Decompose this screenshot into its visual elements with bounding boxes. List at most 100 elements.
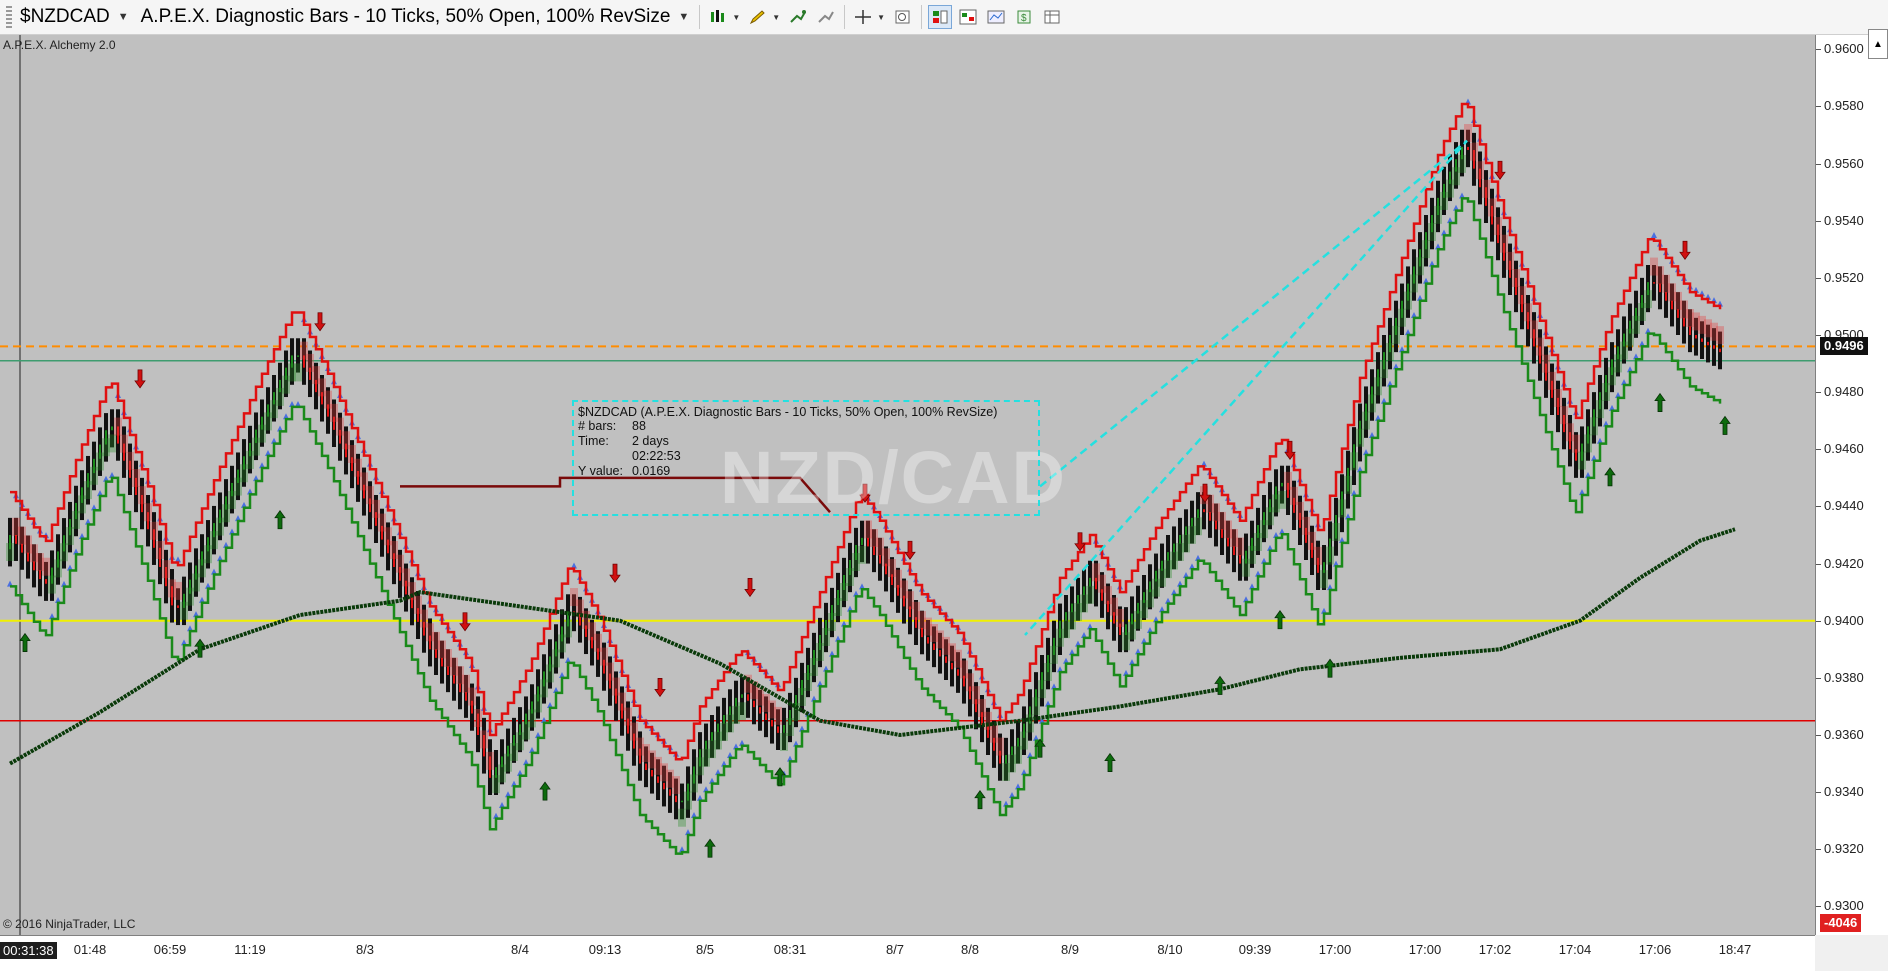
trend-band <box>1104 586 1112 605</box>
bar-body <box>549 656 551 672</box>
trend-band <box>552 649 560 668</box>
chart-panel[interactable]: A.P.E.X. Alchemy 2.0 NZD/CAD $NZDCAD (A.… <box>0 35 1816 935</box>
trend-band <box>1062 620 1070 639</box>
trend-band <box>1572 434 1580 453</box>
trend-band <box>192 573 200 592</box>
bar-style-icon[interactable] <box>706 5 730 29</box>
trend-band <box>1698 315 1706 334</box>
trend-band <box>714 731 722 750</box>
price-chart[interactable] <box>0 35 1815 935</box>
stop-dot <box>259 462 265 469</box>
trend-band <box>180 601 188 620</box>
chevron-down-icon[interactable]: ▼ <box>117 11 129 23</box>
trend-band <box>1686 309 1694 327</box>
trend-band <box>834 598 842 616</box>
sell-arrow-icon <box>459 612 471 632</box>
trend-band <box>1326 546 1334 565</box>
draw-pencil-icon[interactable] <box>746 5 770 29</box>
price-tick-label: 0.9560 <box>1816 155 1864 171</box>
bar-body <box>1293 497 1295 513</box>
trend-band <box>1620 341 1628 360</box>
data-box-icon[interactable] <box>928 5 953 29</box>
trend-band <box>1392 325 1400 344</box>
bar-body <box>87 473 89 488</box>
bar-body <box>333 416 335 430</box>
bar-body <box>855 545 857 560</box>
bar-body <box>483 735 485 757</box>
stop-dot <box>85 518 91 525</box>
stop-dot <box>295 400 301 407</box>
stop-dot <box>1327 584 1333 591</box>
trend-band <box>1020 731 1028 750</box>
bar-body <box>81 487 83 503</box>
time-axis[interactable]: 00:31:38 01:48 06:59 11:19 8/3 8/4 09:13 8/5 08:… <box>0 935 1815 971</box>
bar-body <box>375 512 377 526</box>
stop-dot <box>1399 346 1405 353</box>
trend-band <box>1140 600 1148 619</box>
bar-body <box>759 707 761 714</box>
sell-arrow-icon <box>1284 440 1296 460</box>
trend-band <box>138 486 146 505</box>
trend-band <box>264 412 272 431</box>
instrument-selector[interactable]: $NZDCAD ▼ <box>20 6 141 28</box>
stop-dot <box>229 528 235 535</box>
trend-band <box>1320 570 1328 589</box>
chart-trader-icon[interactable] <box>956 5 980 29</box>
bar-body <box>153 529 155 548</box>
time-tick-label: 08:31 <box>773 942 807 957</box>
bar-body <box>75 502 77 520</box>
bar-body <box>219 509 221 524</box>
stop-dot <box>1063 657 1069 664</box>
bar-body <box>783 725 785 733</box>
bar-type-selector[interactable]: A.P.E.X. Diagnostic Bars - 10 Ticks, 50%… <box>141 6 696 28</box>
bar-body <box>1719 348 1721 353</box>
bar-body <box>999 750 1001 764</box>
strategy-icon[interactable] <box>814 5 838 29</box>
trend-band <box>762 694 770 712</box>
chevron-down-icon[interactable]: ▼ <box>732 12 741 22</box>
trend-band <box>258 424 266 443</box>
add-indicator-icon[interactable] <box>786 5 810 29</box>
trend-band <box>1350 452 1358 471</box>
chevron-down-icon[interactable]: ▼ <box>772 12 781 22</box>
zoom-icon[interactable] <box>891 5 915 29</box>
trend-band <box>1110 597 1118 616</box>
properties-icon[interactable] <box>984 5 1008 29</box>
trend-band <box>1494 217 1502 236</box>
stop-dot <box>1597 437 1603 444</box>
trend-band <box>1296 501 1304 520</box>
bar-body <box>1173 543 1175 553</box>
tooltip-title: $NZDCAD (A.P.E.X. Diagnostic Bars - 10 T… <box>578 405 998 419</box>
toolbar-grip[interactable] <box>6 6 12 28</box>
chevron-down-icon[interactable]: ▼ <box>678 11 690 23</box>
trend-band <box>954 649 962 668</box>
trend-band <box>1524 303 1532 322</box>
stop-dot <box>1195 554 1201 561</box>
price-tick-label: 0.9440 <box>1816 498 1864 514</box>
trend-band <box>318 378 326 397</box>
price-axis[interactable]: 0.9600 0.9580 0.9560 0.9540 0.9520 0.9500 0.94… <box>1816 35 1888 935</box>
trend-band <box>1218 511 1226 530</box>
sell-arrow-icon <box>1494 160 1506 180</box>
bar-body <box>591 636 593 649</box>
crosshair-icon[interactable] <box>851 5 875 29</box>
scroll-up-button[interactable]: ▲ <box>1868 29 1888 59</box>
trend-band <box>1014 745 1022 764</box>
trend-band <box>1488 198 1496 217</box>
bar-body <box>627 718 629 734</box>
trend-band <box>270 400 278 419</box>
bar-body <box>1239 555 1241 564</box>
stop-dot <box>1135 648 1141 655</box>
snapshot-icon[interactable]: $ <box>1012 5 1036 29</box>
bar-body <box>933 643 935 650</box>
stop-dot <box>523 759 529 766</box>
trend-band <box>1116 609 1124 627</box>
bar-body <box>45 579 47 584</box>
bar-body <box>1569 432 1571 450</box>
grid-icon[interactable] <box>1040 5 1064 29</box>
chevron-down-icon[interactable]: ▼ <box>877 12 886 22</box>
stop-dot <box>1381 397 1387 404</box>
bar-body <box>297 355 299 357</box>
trend-band <box>1632 315 1640 334</box>
svg-text:$: $ <box>1021 13 1027 24</box>
